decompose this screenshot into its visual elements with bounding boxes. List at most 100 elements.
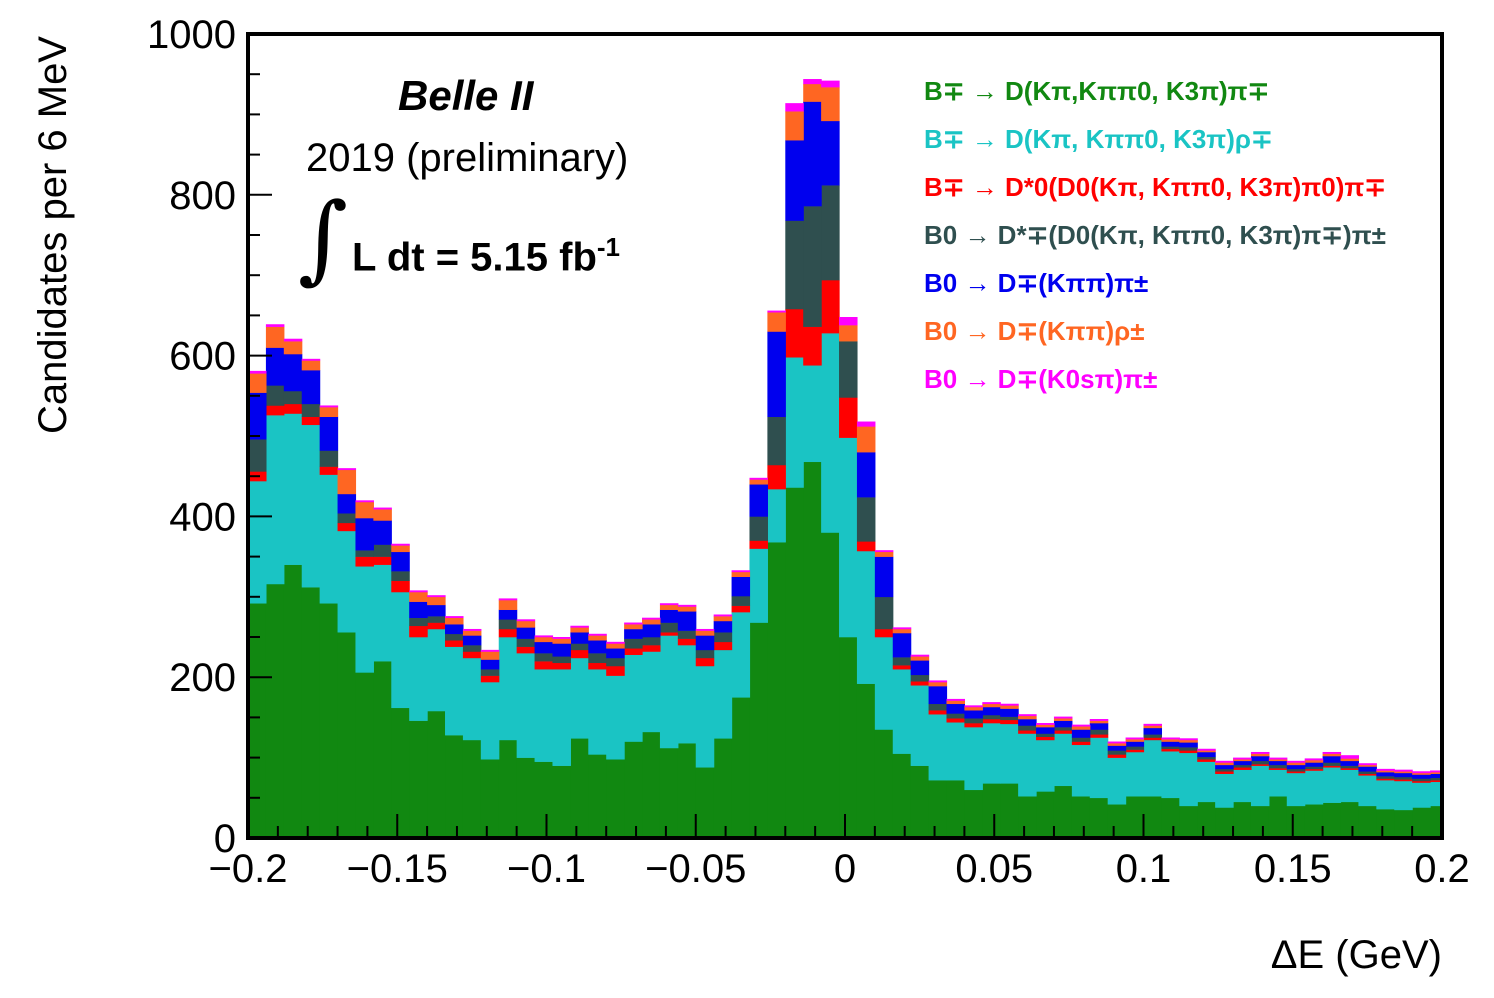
bar-series5-bin24	[677, 606, 697, 612]
bar-series3-bin12	[462, 645, 482, 652]
bar-series3-bin30	[785, 220, 804, 310]
bar-series3-bin34	[856, 497, 876, 542]
bar-series3-bin4	[319, 450, 339, 467]
bar-series6-bin7	[373, 507, 392, 510]
bar-series1-bin19	[588, 669, 607, 755]
bar-series2-bin14	[498, 628, 518, 638]
bar-series4-bin48	[1107, 745, 1127, 751]
bar-series0-bin52	[1179, 805, 1198, 839]
bar-series4-bin64	[1394, 772, 1413, 778]
bar-series5-bin46	[1071, 726, 1091, 730]
bar-series1-bin32	[821, 333, 840, 533]
bar-series0-bin26	[713, 738, 733, 839]
bar-series0-bin39	[946, 780, 965, 839]
bar-series6-bin31	[803, 79, 822, 85]
x-tick-label-3: −0.05	[645, 847, 746, 891]
bar-series2-bin42	[1000, 719, 1019, 725]
bar-series3-bin24	[677, 630, 697, 639]
bar-series2-bin41	[982, 719, 1001, 724]
legend-entry-2: B∓ → D*0(D0(Kπ, Kππ0, K3π)π0)π∓	[924, 172, 1386, 202]
bar-series1-bin63	[1376, 780, 1395, 810]
bar-series1-bin53	[1197, 761, 1216, 803]
bar-series3-bin61	[1340, 765, 1360, 769]
bar-series0-bin48	[1107, 804, 1127, 839]
bar-series5-bin49	[1125, 739, 1145, 742]
bar-series3-bin57	[1268, 764, 1288, 769]
bar-series3-bin15	[516, 638, 536, 647]
bar-series0-bin50	[1143, 796, 1163, 839]
bar-series3-bin3	[301, 403, 321, 417]
bar-series1-bin49	[1125, 751, 1145, 797]
bar-series6-bin16	[534, 635, 554, 638]
bar-series3-bin1	[265, 385, 285, 406]
bar-series1-bin23	[659, 635, 679, 749]
bar-series0-bin35	[874, 729, 894, 839]
bar-series5-bin2	[283, 341, 303, 355]
bar-series5-bin61	[1340, 758, 1360, 762]
bar-series0-bin19	[588, 754, 607, 839]
legend: B∓ → D(Kπ,Kππ0, K3π)π∓ B∓ → D(Kπ, Kππ0, K…	[924, 76, 1386, 394]
bar-series4-bin23	[659, 609, 679, 623]
bar-series5-bin44	[1036, 724, 1055, 728]
bar-series1-bin27	[731, 612, 751, 698]
bar-series4-bin6	[355, 518, 374, 551]
bar-series2-bin32	[821, 280, 840, 334]
bar-series6-bin24	[677, 604, 697, 607]
bar-series1-bin55	[1233, 769, 1252, 803]
bar-series1-bin14	[498, 637, 518, 741]
bar-series5-bin42	[1000, 705, 1019, 709]
bar-series6-bin19	[588, 633, 607, 636]
bar-series1-bin16	[534, 669, 554, 762]
bar-series6-bin12	[462, 628, 482, 631]
bar-series3-bin5	[337, 513, 357, 524]
bar-series6-bin36	[892, 627, 912, 630]
bar-series5-bin15	[516, 620, 536, 628]
bar-series4-bin12	[462, 635, 482, 646]
year-label: 2019 (preliminary)	[306, 136, 629, 180]
bar-series0-bin32	[821, 532, 840, 839]
bar-series1-bin2	[283, 413, 303, 565]
bar-series1-bin26	[713, 649, 733, 739]
bar-series3-bin17	[552, 656, 571, 664]
x-tick-label-8: 0.2	[1414, 847, 1470, 891]
bar-series4-bin9	[409, 601, 428, 618]
bar-series6-bin55	[1233, 757, 1252, 760]
bar-series0-bin24	[677, 743, 697, 839]
bar-series4-bin59	[1304, 762, 1324, 767]
bar-series1-bin51	[1161, 751, 1180, 799]
bar-series1-bin62	[1358, 775, 1377, 807]
bar-series6-bin46	[1071, 724, 1091, 727]
bar-series2-bin34	[856, 541, 876, 552]
bar-series2-bin56	[1250, 764, 1270, 766]
bar-series1-bin57	[1268, 769, 1288, 797]
y-tick-label-3: 600	[169, 335, 236, 379]
bar-series4-bin55	[1233, 760, 1252, 766]
bar-series6-bin52	[1179, 738, 1198, 741]
bar-series4-bin41	[982, 706, 1001, 716]
bar-series3-bin41	[982, 714, 1001, 720]
bar-series0-bin31	[803, 461, 822, 839]
bar-series2-bin37	[910, 681, 930, 686]
bar-series5-bin43	[1018, 715, 1037, 720]
bar-series0-bin55	[1233, 801, 1252, 839]
legend-entry-4: B0 → D∓(Kππ)π±	[924, 268, 1148, 298]
bar-series5-bin22	[642, 619, 661, 625]
bar-series1-bin28	[749, 548, 768, 623]
bar-series3-bin21	[624, 638, 643, 649]
bar-series0-bin2	[283, 564, 303, 839]
bar-series3-bin48	[1107, 750, 1127, 755]
bar-series2-bin57	[1268, 768, 1288, 770]
bar-series2-bin11	[445, 640, 464, 647]
bar-series4-bin44	[1036, 727, 1055, 734]
bar-series0-bin61	[1340, 801, 1360, 839]
bar-series5-bin25	[695, 630, 715, 636]
luminosity-exponent: -1	[596, 232, 621, 262]
bar-series1-bin47	[1089, 737, 1109, 799]
bar-series5-bin27	[731, 571, 751, 577]
bar-series2-bin61	[1340, 768, 1360, 770]
bar-series6-bin59	[1304, 758, 1324, 761]
integral-symbol: ∫	[298, 182, 349, 294]
bar-series5-bin31	[803, 83, 822, 102]
bar-series5-bin55	[1233, 759, 1252, 762]
bar-series5-bin1	[265, 326, 285, 348]
